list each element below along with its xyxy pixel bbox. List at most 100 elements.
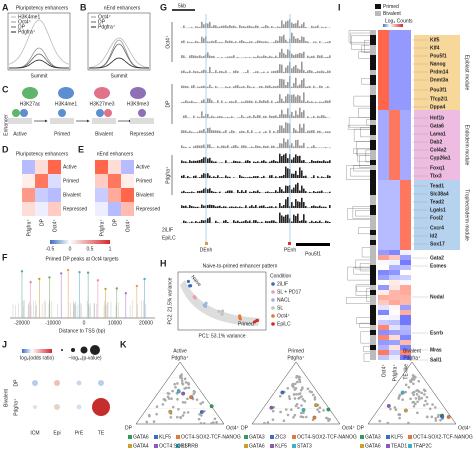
signal-bar bbox=[267, 145, 269, 148]
motif-point bbox=[322, 409, 325, 412]
class-cell bbox=[370, 270, 376, 275]
signal-bar bbox=[313, 221, 315, 223]
legend-label: TEAD1 bbox=[391, 443, 407, 449]
signal-bar bbox=[297, 139, 299, 148]
signal-bar bbox=[321, 176, 323, 178]
signal-bar bbox=[279, 153, 281, 163]
signal-bar bbox=[203, 55, 205, 58]
signal-bar bbox=[281, 64, 283, 73]
signal-bar bbox=[299, 145, 301, 148]
target-dot bbox=[135, 284, 139, 288]
motif-point bbox=[210, 422, 213, 425]
signal-bar bbox=[217, 130, 219, 133]
tick-label: -10000 bbox=[45, 320, 61, 326]
legend-swatch bbox=[408, 435, 412, 439]
size-legend bbox=[71, 348, 75, 352]
signal-bar bbox=[299, 52, 301, 58]
signal-bar bbox=[287, 158, 289, 163]
signal-bar bbox=[329, 147, 331, 148]
signal-bar bbox=[195, 102, 197, 103]
signal-bar bbox=[243, 191, 245, 193]
signal-bar bbox=[189, 160, 191, 163]
signal-bar bbox=[319, 220, 321, 223]
signal-bar bbox=[267, 26, 269, 28]
dendrogram bbox=[356, 317, 370, 324]
signal-bar bbox=[215, 70, 217, 73]
gene-label: Klf4 bbox=[430, 45, 440, 51]
signal-bar bbox=[213, 191, 215, 193]
heat-cell bbox=[389, 60, 400, 65]
signal-bar bbox=[321, 222, 323, 223]
signal-bar bbox=[291, 111, 293, 118]
signal-bar bbox=[187, 101, 189, 103]
heat-cell bbox=[121, 202, 134, 216]
class-cell bbox=[370, 75, 376, 80]
sample-point bbox=[202, 303, 206, 307]
heat-cell bbox=[378, 190, 389, 195]
signal-bar bbox=[317, 115, 319, 118]
legend-label: ESRRB bbox=[181, 443, 199, 449]
motif-point bbox=[295, 380, 299, 384]
class-cell bbox=[370, 195, 376, 200]
heat-cell bbox=[400, 70, 411, 75]
motif-highlight bbox=[301, 408, 306, 412]
motif-point bbox=[416, 400, 419, 404]
region bbox=[288, 242, 291, 245]
signal-bar bbox=[223, 25, 225, 28]
heat-cell bbox=[400, 265, 411, 270]
class-cell bbox=[370, 290, 376, 295]
heat-cell bbox=[378, 230, 389, 235]
signal-bar bbox=[257, 102, 259, 103]
signal-bar bbox=[275, 27, 277, 28]
col-label: DP bbox=[39, 218, 45, 226]
motif-point bbox=[437, 413, 440, 417]
signal-bar bbox=[247, 70, 249, 73]
signal-bar bbox=[207, 52, 209, 58]
signal-bar bbox=[321, 55, 323, 58]
gene-label: Gata6 bbox=[430, 123, 444, 129]
signal-bar bbox=[283, 79, 285, 88]
signal-bar bbox=[301, 53, 303, 58]
legend-swatch bbox=[154, 435, 158, 439]
legend-swatch bbox=[154, 444, 158, 448]
signal-bar bbox=[317, 102, 319, 103]
signal-bar bbox=[297, 38, 299, 43]
signal-bar bbox=[255, 161, 257, 163]
legend-swatch bbox=[386, 435, 390, 439]
signal-bar bbox=[271, 100, 273, 103]
heat-cell bbox=[389, 50, 400, 55]
signal-bar bbox=[307, 55, 309, 58]
signal-bar bbox=[295, 129, 297, 133]
legend-label: OCT4-SOX2-TCF-NANOG bbox=[297, 434, 357, 440]
class-cell bbox=[370, 275, 376, 280]
signal-bar bbox=[221, 177, 223, 178]
axis-label: Summit bbox=[111, 73, 129, 79]
signal-bar bbox=[301, 197, 303, 208]
signal-bar bbox=[183, 205, 185, 208]
signal-bar bbox=[217, 116, 219, 118]
profile-line bbox=[89, 57, 149, 69]
signal-bar bbox=[249, 220, 251, 223]
signal-bar bbox=[209, 127, 211, 133]
signal-bar bbox=[313, 130, 315, 133]
signal-bar bbox=[273, 41, 275, 43]
signal-bar bbox=[329, 40, 331, 43]
signal-bar bbox=[219, 191, 221, 193]
signal-bar bbox=[329, 205, 331, 208]
heat-cell bbox=[389, 135, 400, 140]
signal-bar bbox=[263, 71, 265, 73]
signal-bar bbox=[217, 26, 219, 28]
signal-bar bbox=[305, 206, 307, 208]
class-cell bbox=[370, 80, 376, 85]
signal-bar bbox=[283, 34, 285, 43]
row-label: Repressed bbox=[63, 206, 87, 212]
signal-bar bbox=[269, 115, 271, 118]
signal-bar bbox=[273, 145, 275, 148]
motif-highlight bbox=[209, 404, 214, 409]
heat-cell bbox=[378, 215, 389, 220]
heat-cell bbox=[400, 130, 411, 135]
signal-bar bbox=[243, 176, 245, 178]
signal-bar bbox=[187, 131, 189, 133]
signal-bar bbox=[319, 71, 321, 73]
